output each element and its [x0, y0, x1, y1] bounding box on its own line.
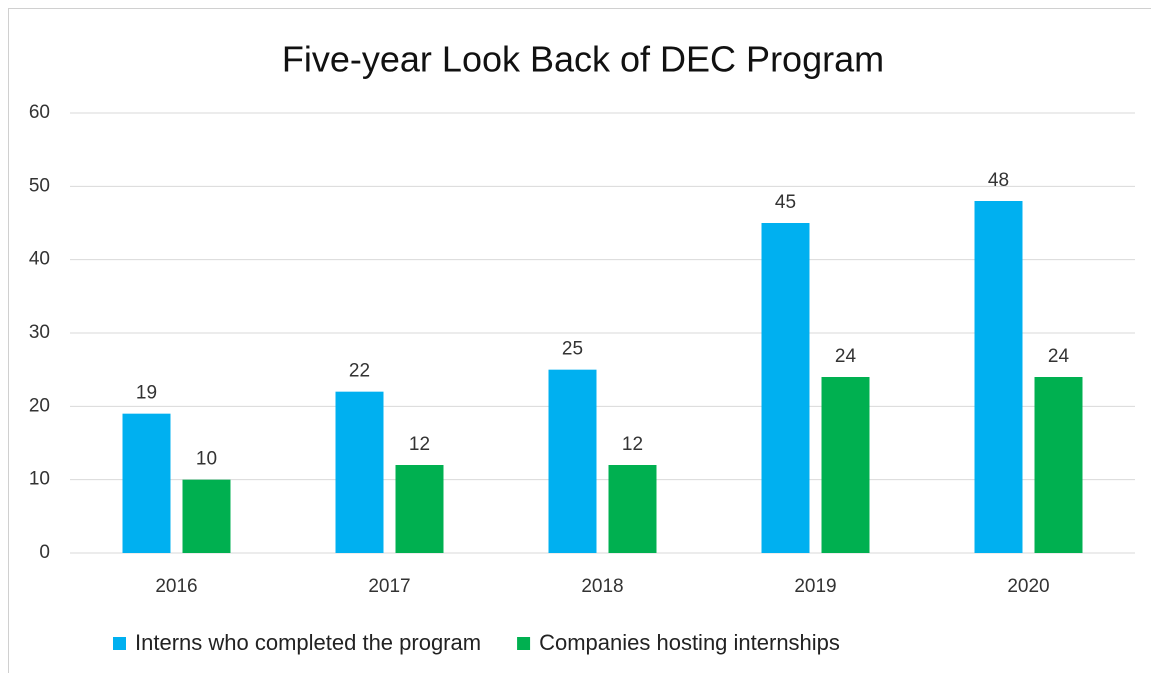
chart-title: Five-year Look Back of DEC Program [282, 39, 884, 80]
bar [1034, 377, 1083, 553]
bar [335, 391, 384, 553]
x-tick-label: 2018 [581, 576, 623, 597]
bar [821, 377, 870, 553]
bar [182, 479, 231, 553]
y-tick-label: 10 [29, 469, 50, 490]
legend-text: Companies hosting internships [539, 630, 840, 655]
x-tick-label: 2019 [794, 576, 836, 597]
y-tick-label: 60 [29, 102, 50, 123]
bar [608, 465, 657, 553]
legend-text: Interns who completed the program [135, 630, 481, 655]
y-tick-label: 0 [39, 542, 50, 563]
data-label: 25 [562, 339, 583, 360]
data-label: 24 [835, 346, 857, 367]
chart-border [8, 8, 1151, 673]
bar [395, 465, 444, 553]
data-label: 19 [136, 383, 157, 404]
x-tick-label: 2017 [368, 576, 410, 597]
y-tick-label: 40 [29, 249, 50, 270]
data-label: 24 [1048, 346, 1070, 367]
bar [974, 201, 1023, 553]
data-label: 45 [775, 192, 796, 213]
y-tick-label: 50 [29, 175, 50, 196]
y-tick-label: 20 [29, 395, 50, 416]
x-tick-label: 2020 [1007, 576, 1049, 597]
bar [548, 369, 597, 553]
legend-swatch [113, 637, 126, 650]
data-label: 12 [409, 434, 430, 455]
bar [761, 223, 810, 553]
data-label: 12 [622, 434, 643, 455]
bar [122, 413, 171, 553]
data-label: 48 [988, 170, 1009, 191]
data-label: 10 [196, 449, 217, 470]
data-label: 22 [349, 361, 370, 382]
legend-swatch [517, 637, 531, 650]
x-tick-label: 2016 [155, 576, 197, 597]
y-tick-label: 30 [29, 322, 50, 343]
